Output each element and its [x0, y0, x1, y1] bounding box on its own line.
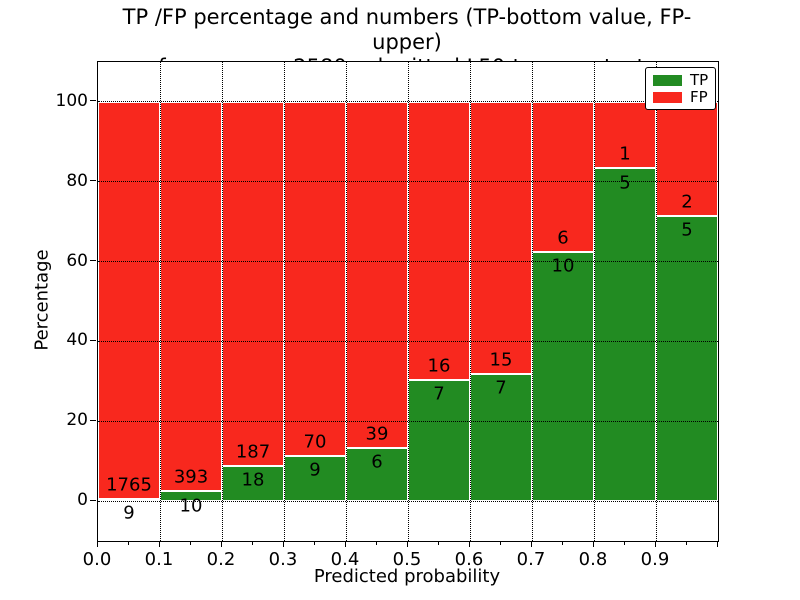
legend-label: FP: [690, 88, 708, 106]
x-tick-minor: [251, 541, 253, 545]
gridline-vertical: [469, 62, 471, 541]
gridline-vertical: [159, 62, 161, 541]
y-tick-label: 0: [77, 490, 88, 511]
x-tick-major: [220, 541, 222, 547]
x-tick-minor: [375, 541, 377, 545]
legend: TP FP: [645, 67, 716, 110]
gridline-vertical: [221, 62, 223, 541]
x-tick-label: 0.1: [144, 549, 174, 570]
bar-count-label-fp: 15: [489, 349, 513, 371]
legend-swatch-tp: [653, 75, 682, 86]
bar-count-label-tp: 9: [123, 502, 135, 524]
bar-count-label-tp: 7: [495, 377, 507, 399]
x-tick-major: [654, 541, 656, 547]
bar-count-label-tp: 10: [179, 495, 203, 517]
bar-count-label-fp: 1: [619, 143, 631, 165]
legend-swatch-fp: [653, 92, 682, 103]
bar-count-label-fp: 70: [303, 431, 327, 453]
x-tick-minor: [127, 541, 129, 545]
x-tick-label: 0.5: [392, 549, 422, 570]
bar-count-label-tp: 9: [309, 459, 321, 481]
y-tick-major: [90, 100, 96, 102]
y-tick-label: 100: [55, 90, 88, 111]
gridline-vertical: [283, 62, 285, 541]
x-tick-minor: [499, 541, 501, 545]
y-tick-major: [90, 419, 96, 421]
x-tick-label: 0.4: [330, 549, 360, 570]
x-tick-minor: [561, 541, 563, 545]
x-tick-minor: [685, 541, 687, 545]
bar-count-label-tp: 10: [551, 255, 575, 277]
bar-segment-fp: [408, 101, 470, 380]
bar-segment-fp: [222, 101, 284, 467]
chart-title-line1: TP /FP percentage and numbers (TP-bottom…: [122, 5, 692, 54]
x-tick-label: 0.7: [516, 549, 546, 570]
bar-count-label-fp: 39: [365, 423, 389, 445]
x-tick-minor: [189, 541, 191, 545]
bar-count-label-tp: 5: [681, 219, 693, 241]
bar-segment-fp: [656, 101, 718, 216]
x-tick-label: 0.9: [640, 549, 670, 570]
plot-area: 1765 9 393 10 187 18 70 9 39 6 16 7 15 7 6 10 1 5 2 5: [97, 61, 719, 542]
y-tick-label: 40: [66, 330, 88, 351]
bar-count-label-tp: 7: [433, 383, 445, 405]
legend-row: FP: [646, 89, 715, 106]
bar-count-label-fp: 393: [173, 466, 209, 488]
bar-segment-fp: [284, 101, 346, 456]
x-tick-minor: [313, 541, 315, 545]
x-tick-label: 0.2: [206, 549, 236, 570]
bar-count-label-tp: 18: [241, 469, 265, 491]
y-tick-major: [90, 180, 96, 182]
x-tick-label: 0.0: [82, 549, 112, 570]
bar-segment-fp: [160, 101, 222, 492]
gridline-vertical: [593, 62, 595, 541]
bar-segment-fp: [594, 101, 656, 169]
x-tick-major: [530, 541, 532, 547]
y-tick-major: [90, 339, 96, 341]
bar-segment-tp: [656, 215, 718, 502]
y-tick-label: 20: [66, 410, 88, 431]
bar-segment-tp: [532, 251, 594, 502]
x-tick-major: [716, 541, 718, 547]
y-tick-major: [90, 499, 96, 501]
x-tick-minor: [437, 541, 439, 545]
bar-count-label-fp: 6: [557, 227, 569, 249]
bar-count-label-fp: 1765: [106, 474, 152, 496]
bar-segment-fp: [346, 101, 408, 448]
x-tick-major: [96, 541, 98, 547]
bar-count-label-tp: 6: [371, 451, 383, 473]
legend-label: TP: [690, 71, 709, 89]
x-tick-minor: [623, 541, 625, 545]
x-tick-major: [344, 541, 346, 547]
legend-row: TP: [646, 72, 715, 89]
x-tick-label: 0.3: [268, 549, 298, 570]
bar-count-label-tp: 5: [619, 172, 631, 194]
bar-segment-fp: [470, 101, 532, 375]
gridline-vertical: [655, 62, 657, 541]
bar-count-label-fp: 2: [681, 191, 693, 213]
bar-count-label-fp: 16: [427, 355, 451, 377]
y-tick-label: 80: [66, 170, 88, 191]
y-tick-label: 60: [66, 250, 88, 271]
y-tick-major: [90, 260, 96, 262]
x-tick-major: [592, 541, 594, 547]
gridline-vertical: [407, 62, 409, 541]
x-tick-major: [406, 541, 408, 547]
x-tick-major: [468, 541, 470, 547]
bar-segment-tp: [594, 168, 656, 502]
x-axis-label: Predicted probability: [313, 566, 501, 587]
bar-segment-fp: [98, 101, 160, 500]
bar-count-label-fp: 187: [235, 441, 271, 463]
x-tick-major: [282, 541, 284, 547]
x-tick-label: 0.8: [578, 549, 608, 570]
gridline-vertical: [531, 62, 533, 541]
gridline-vertical: [345, 62, 347, 541]
x-tick-major: [158, 541, 160, 547]
x-tick-label: 0.6: [454, 549, 484, 570]
